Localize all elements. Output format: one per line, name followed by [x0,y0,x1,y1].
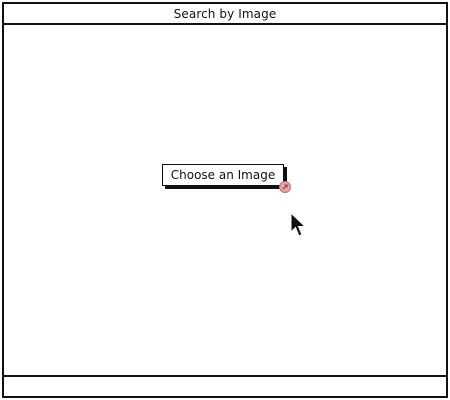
mouse-pointer-icon [290,211,308,238]
choose-image-button[interactable]: Choose an Image [162,164,291,193]
status-bar [4,375,446,396]
choose-image-button-label: Choose an Image [170,168,276,182]
main-content-area [4,25,446,375]
window-title-bar: Search by Image [4,4,446,25]
window-title: Search by Image [173,6,277,21]
external-link-icon [279,181,291,193]
